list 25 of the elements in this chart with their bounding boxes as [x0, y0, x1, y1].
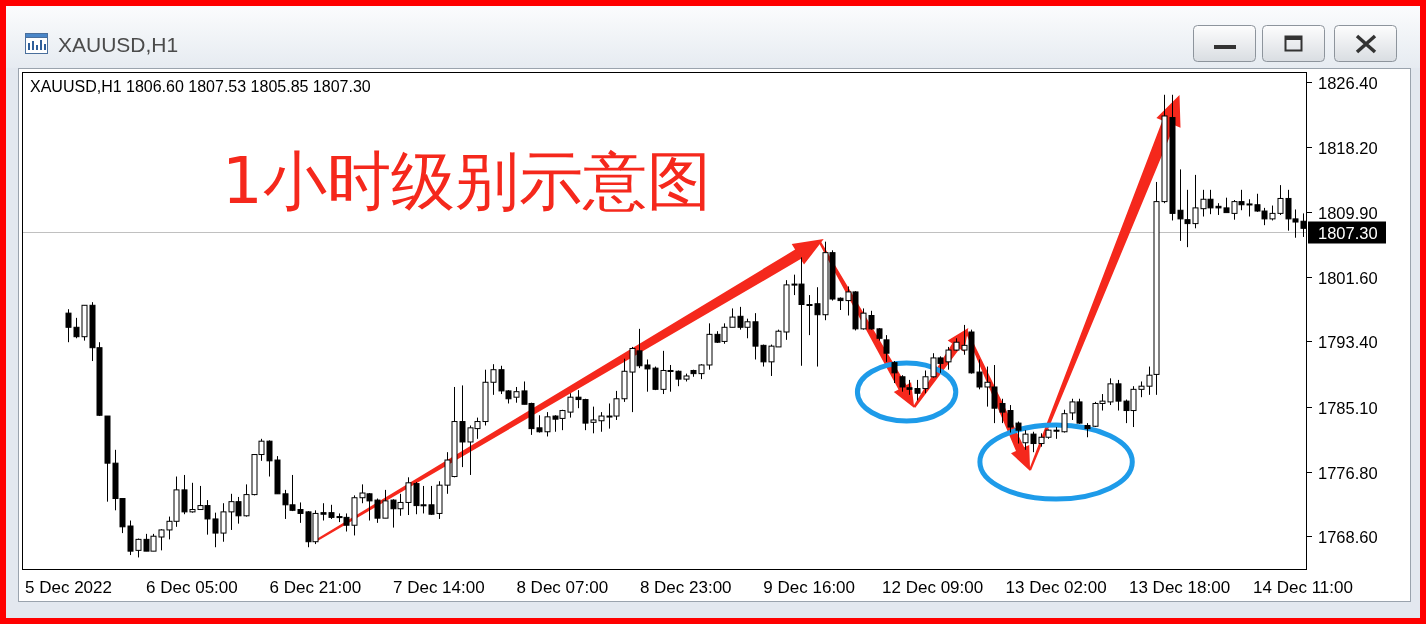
y-tick-label: 1768.60: [1318, 527, 1378, 546]
y-tick-label: 1826.40: [1318, 73, 1378, 92]
y-tick-label: 1801.60: [1318, 268, 1378, 287]
x-tick-label: 8 Dec 23:00: [639, 578, 732, 597]
x-tick-label: 14 Dec 11:00: [1253, 578, 1353, 597]
x-tick-label: 6 Dec 05:00: [146, 578, 238, 597]
x-tick-label: 7 Dec 14:00: [392, 578, 485, 597]
annotation: 1小时级别示意图: [222, 144, 711, 218]
x-tick-label: 12 Dec 09:00: [882, 578, 984, 597]
x-tick-label: 13 Dec 02:00: [1005, 578, 1107, 597]
x-tick-label: 9 Dec 16:00: [763, 578, 856, 597]
ref-line-label: 1807.30: [1318, 223, 1378, 242]
chart-subtitle: XAUUSD,H1 1806.60 1807.53 1805.85 1807.30: [30, 78, 371, 95]
y-tick-label: 1793.40: [1318, 332, 1378, 351]
chart-title: XAUUSD,H1: [58, 33, 179, 56]
x-tick-label: 5 Dec 2022: [25, 578, 112, 597]
y-tick-label: 1818.20: [1318, 138, 1378, 157]
candlestick: [883, 334, 890, 363]
y-tick-label: 1809.90: [1318, 203, 1378, 222]
x-tick-label: 13 Dec 18:00: [1128, 578, 1231, 597]
y-tick-label: 1785.10: [1318, 398, 1378, 417]
x-tick-label: 6 Dec 21:00: [269, 578, 362, 597]
y-tick-label: 1776.80: [1318, 463, 1378, 482]
candlestick: [891, 360, 898, 384]
x-tick-label: 8 Dec 07:00: [516, 578, 609, 597]
